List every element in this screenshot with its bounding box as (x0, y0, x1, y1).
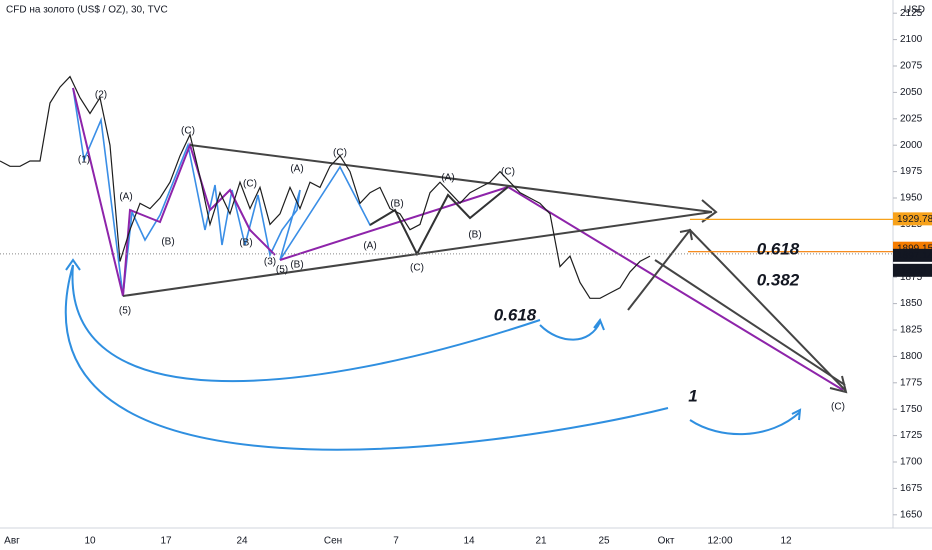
arc (689, 408, 802, 436)
x-tick-label: Окт (658, 536, 675, 547)
y-tick-label: 2075 (900, 61, 923, 72)
arc (64, 264, 669, 451)
wave-label: (C) (333, 148, 347, 159)
y-tick-label: 1725 (900, 430, 923, 441)
wave-label: (A) (363, 241, 376, 252)
price-line (0, 75, 651, 299)
arrowhead (701, 199, 718, 223)
arrowhead (65, 258, 81, 271)
y-tick-label: 2100 (900, 34, 923, 45)
wave-label: (2) (95, 90, 107, 101)
x-tick-label: 25 (598, 536, 610, 547)
wave (369, 186, 509, 257)
wave-label: (C) (410, 263, 424, 274)
currency: USD (904, 5, 925, 16)
wave-label: (5) (276, 265, 288, 276)
y-tick-label: 1675 (900, 483, 923, 494)
price-tag-label: 1897.14 (897, 250, 932, 261)
y-tick-label: 1700 (900, 457, 923, 468)
annotation: 0.618 (494, 305, 537, 324)
x-tick-label: 10 (84, 536, 96, 547)
wave-label: (A) (441, 173, 454, 184)
x-tick-label: 14 (463, 536, 475, 547)
wave-label: (1) (78, 155, 90, 166)
wave-label: (A) (119, 192, 132, 203)
arrowhead (829, 375, 848, 394)
x-tick-label: 24 (236, 536, 248, 547)
wave-label: (C) (831, 402, 845, 413)
wave-label: (5) (119, 306, 131, 317)
wave-label: (B) (290, 260, 303, 271)
y-tick-label: 1825 (900, 325, 923, 336)
y-tick-label: 1800 (900, 351, 923, 362)
y-tick-label: 1750 (900, 404, 923, 415)
y-tick-label: 2000 (900, 140, 923, 151)
annotation: 0.382 (757, 270, 800, 289)
wave-label: (A) (290, 164, 303, 175)
y-tick-label: 1850 (900, 298, 923, 309)
wave-label: (B) (468, 230, 481, 241)
annotation: 0.618 (757, 239, 800, 258)
arc (71, 264, 541, 383)
drawings (64, 87, 848, 451)
x-tick-label: 12:00 (707, 536, 732, 547)
x-tick-label: Сен (324, 536, 342, 547)
x-tick-label: Авг (4, 536, 20, 547)
arc (539, 317, 605, 341)
price-tag (893, 212, 932, 226)
price-tag-label: 1929.78 (897, 214, 932, 225)
y-tick-label: 1875 (900, 272, 923, 283)
projection (654, 259, 846, 386)
y-tick-label: 2025 (900, 113, 923, 124)
y-tick-label: 1650 (900, 509, 923, 520)
annotation: 1 (688, 386, 697, 405)
trendline (189, 144, 713, 213)
y-tick-label: 2050 (900, 87, 923, 98)
wave-label: (C) (243, 179, 257, 190)
wave-label: (B) (390, 199, 403, 210)
wave-label: (C) (181, 126, 195, 137)
x-tick-label: 21 (535, 536, 547, 547)
y-tick-label: 2125 (900, 8, 923, 19)
wave-label: (3) (264, 257, 276, 268)
x-tick-label: 17 (160, 536, 172, 547)
arrowhead (679, 228, 693, 241)
wave-label: (C) (501, 167, 515, 178)
wave-label: (B) (161, 237, 174, 248)
countdown: 14:53 (901, 265, 926, 276)
x-tick-label: 7 (393, 536, 399, 547)
chart-title: CFD на золото (US$ / OZ), 30, TVC (6, 5, 168, 16)
price-tag (893, 248, 932, 262)
wave-label: (B) (239, 238, 252, 249)
x-tick-label: 12 (780, 536, 792, 547)
y-tick-label: 1950 (900, 193, 923, 204)
y-tick-label: 1975 (900, 166, 923, 177)
countdown-tag (893, 263, 932, 277)
y-tick-label: 1775 (900, 377, 923, 388)
